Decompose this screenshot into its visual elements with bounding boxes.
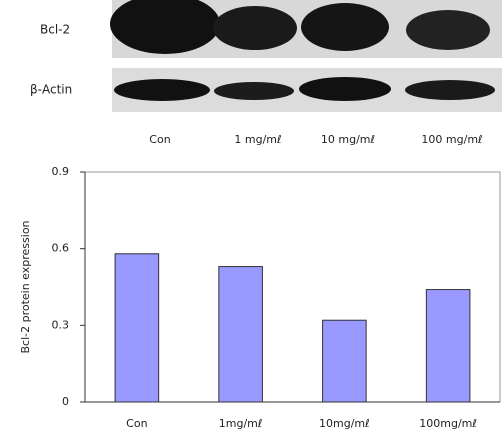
band	[214, 82, 294, 100]
bar	[115, 254, 159, 402]
band	[114, 79, 210, 101]
row-label: Bcl-2	[40, 23, 70, 37]
band	[299, 77, 391, 101]
page: {"blot": {"rows": ["Bcl-2", "β-Actin"], …	[0, 0, 502, 446]
lane-label: 10 mg/mℓ	[321, 133, 375, 146]
x-tick-label: 1mg/mℓ	[219, 417, 263, 430]
y-tick-label: 0.3	[52, 318, 70, 331]
band	[406, 10, 490, 50]
bar	[219, 267, 263, 402]
band	[213, 6, 297, 50]
band	[405, 80, 495, 100]
y-tick-label: 0.6	[52, 242, 70, 255]
y-tick-label: 0	[62, 395, 69, 408]
western-blot: Bcl-2 β-Actin Con 1 mg/mℓ 10 mg/mℓ 100 m…	[30, 0, 502, 146]
x-tick-label: 10mg/mℓ	[319, 417, 370, 430]
bar	[323, 320, 367, 402]
x-tick-label: 100mg/mℓ	[419, 417, 477, 430]
band	[301, 3, 389, 51]
lane-label: Con	[149, 133, 170, 146]
figure: Bcl-2 β-Actin Con 1 mg/mℓ 10 mg/mℓ 100 m…	[0, 0, 502, 442]
y-axis-label: Bcl-2 protein expression	[19, 220, 32, 353]
lane-label: 1 mg/mℓ	[234, 133, 281, 146]
x-tick-label: Con	[126, 417, 147, 430]
lane-label: 100 mg/mℓ	[421, 133, 482, 146]
y-tick-label: 0.9	[52, 165, 70, 178]
row-label: β-Actin	[30, 83, 72, 97]
bar	[426, 290, 470, 402]
